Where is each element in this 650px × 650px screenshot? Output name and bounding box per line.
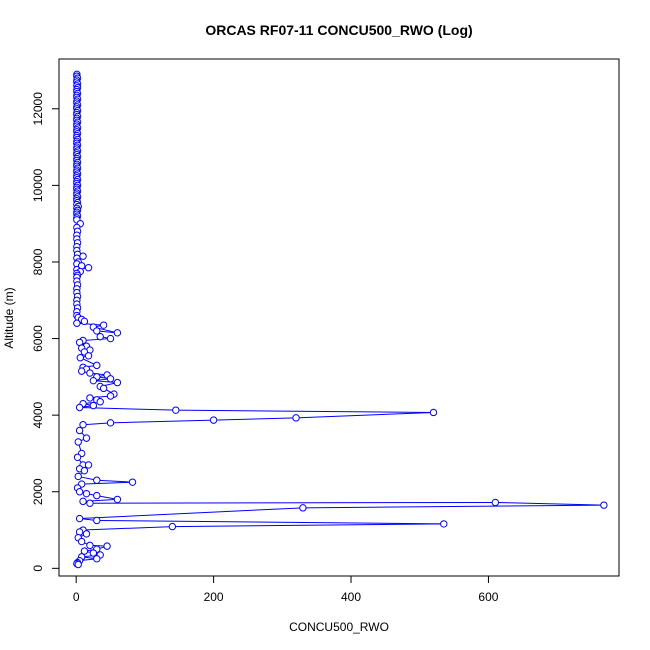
series-line-segment [83,526,173,531]
data-point [113,329,122,337]
data-point [299,504,307,512]
data-point [128,478,137,486]
data-point [86,541,94,550]
series-line-segment [96,479,133,483]
series-line-segment [302,504,604,509]
data-point [93,491,101,500]
data-point [99,384,108,393]
data-point [106,334,115,343]
series-line-segment [93,380,118,384]
data-point [429,408,438,417]
series-line-segment [81,481,133,485]
series-line-segment [96,519,444,525]
data-point [80,466,89,475]
data-point [292,414,300,422]
series-line-segment [76,322,104,326]
plot-area [73,70,608,569]
data-point [600,501,608,509]
data-point [113,378,122,387]
data-point [82,530,91,538]
data-point [106,419,115,427]
chart-title: ORCAS RF07-11 CONCU500_RWO (Log) [205,22,472,38]
series-line-segment [172,523,444,528]
data-point [103,542,111,550]
data-point [106,375,115,383]
data-point [84,264,93,272]
y-axis-label: Altitude (m) [2,287,16,348]
data-point [74,438,82,446]
series-line-segment [296,411,434,419]
x-tick-label: 200 [204,590,224,604]
series-line-segment [89,501,496,504]
data-point [96,332,104,341]
data-point [99,321,108,329]
data-point [84,461,93,469]
data-point [93,516,101,525]
data-point [93,327,101,335]
y-tick-label: 10000 [31,168,45,202]
series-line-segment [495,501,604,506]
data-point [74,472,82,481]
x-axis-label: CONCU500_RWO [289,620,389,634]
data-point [93,555,101,563]
data-point [75,514,84,523]
x-tick-label: 600 [478,590,498,604]
data-point [113,495,122,504]
y-tick-label: 2000 [31,478,45,505]
data-point [79,252,87,260]
y-axis: 0 2000 4000 6000 8000 10000 12000 [31,92,60,572]
data-point [77,537,86,546]
y-tick-label: 0 [31,565,45,572]
data-point [106,392,115,400]
data-point [73,453,82,461]
data-point [96,398,104,406]
data-point [89,401,98,410]
data-point [82,489,91,498]
series-line-segment [83,422,111,426]
series-line-segment [83,338,111,341]
data-point [440,520,448,528]
data-point [168,522,177,531]
y-tick-label: 6000 [31,325,45,352]
data-point [75,426,84,435]
data-point [86,499,94,507]
data-point [89,376,98,385]
y-tick-label: 8000 [31,248,45,275]
data-point [84,352,93,360]
x-tick-label: 400 [341,590,361,604]
x-axis: 0 200 400 600 [73,575,499,604]
series-line-segment [213,417,297,421]
data-point [86,394,94,402]
series-line-segment [175,409,434,413]
data-point [93,361,101,370]
data-point [209,416,218,424]
x-tick-label: 0 [73,590,80,604]
data-point [76,354,85,362]
data-point [75,488,84,496]
y-tick-label: 4000 [31,401,45,428]
data-point [86,369,94,377]
series-line-segment [110,419,214,424]
data-point [93,476,101,484]
data-point [79,497,87,506]
data-point [491,498,500,507]
data-point [73,319,81,327]
series-line-segment [79,507,303,520]
data-point [74,560,82,569]
data-point [77,367,86,375]
data-point [80,547,89,555]
data-point [79,421,87,429]
data-point [172,406,180,414]
data-point [82,434,91,442]
y-tick-label: 12000 [31,92,45,126]
data-point [75,403,84,412]
data-point [80,317,89,326]
data-point [89,549,98,557]
